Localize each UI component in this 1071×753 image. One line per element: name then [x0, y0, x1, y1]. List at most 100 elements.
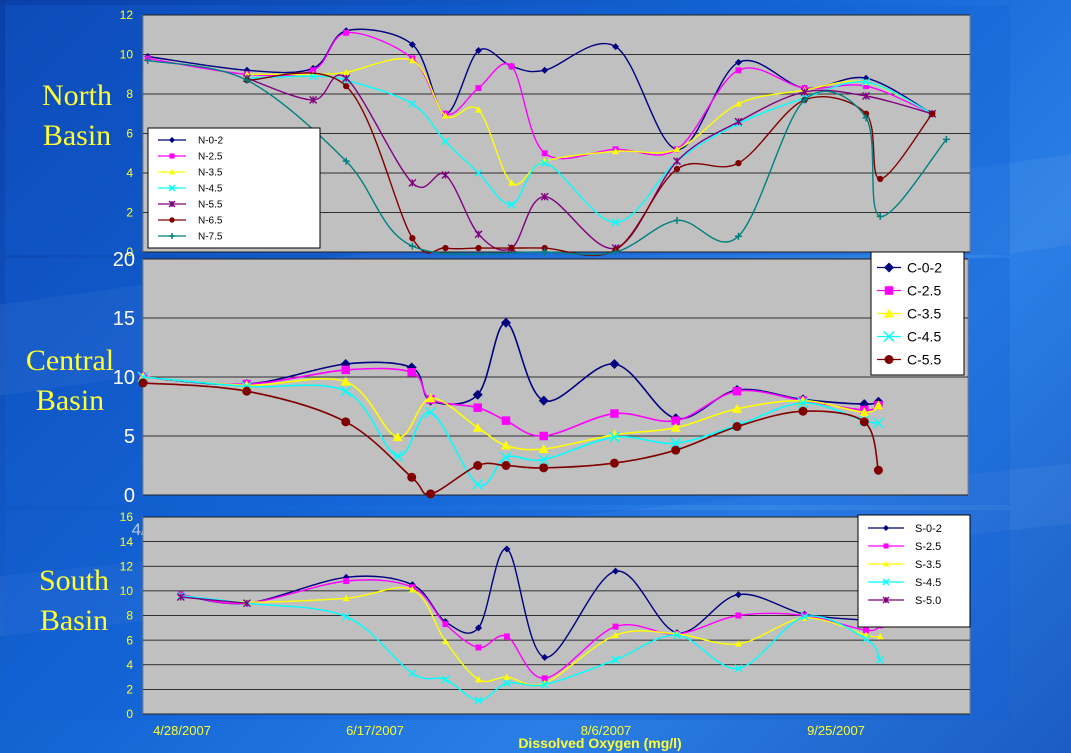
north-data-point — [877, 175, 884, 183]
south-data-point — [611, 655, 620, 664]
north-data-point — [442, 244, 449, 252]
central-data-point — [609, 359, 620, 370]
south-data-point — [503, 633, 510, 640]
south-data-point — [735, 612, 742, 619]
central-data-point — [501, 440, 511, 450]
south-data-point — [242, 599, 251, 608]
north-basin-label: North Basin — [42, 79, 112, 152]
central-data-point — [872, 417, 884, 429]
south-y-tick-label: 12 — [120, 559, 134, 573]
central-legend-marker — [884, 262, 894, 273]
north-data-point — [342, 74, 351, 83]
central-basin-label: Central Basin — [26, 344, 114, 417]
central-data-point — [341, 365, 350, 375]
south-data-point — [342, 594, 350, 602]
north-data-point — [734, 117, 743, 126]
north-legend-marker — [168, 200, 176, 208]
north-series-line — [147, 59, 947, 256]
central-data-point — [732, 403, 742, 413]
north-data-point — [342, 68, 350, 76]
south-y-tick-label: 6 — [126, 633, 133, 647]
north-data-point — [309, 95, 318, 104]
north-data-point — [612, 43, 620, 51]
south-data-point — [176, 593, 185, 602]
central-y-tick-label: 10 — [113, 367, 135, 389]
north-legend-label: N-0-2 — [198, 136, 223, 147]
central-data-point — [732, 386, 742, 396]
central-data-point — [671, 416, 680, 425]
south-x-tick-label: 9/25/2007 — [807, 723, 865, 738]
central-data-point — [859, 407, 870, 417]
north-data-point — [508, 63, 515, 70]
south-data-point — [541, 653, 549, 661]
north-data-point — [475, 85, 482, 92]
north-series-N-5.5 — [242, 74, 937, 253]
south-y-tick-label: 2 — [126, 683, 133, 697]
south-legend-label: S-2.5 — [915, 541, 941, 553]
north-data-point — [800, 88, 809, 97]
south-legend-label: S-5.0 — [915, 595, 941, 607]
south-data-point — [612, 623, 619, 630]
north-data-point — [611, 218, 620, 227]
north-legend-marker — [169, 217, 175, 223]
central-data-point — [609, 458, 619, 468]
north-legend-marker — [169, 169, 175, 175]
north-data-point — [541, 66, 549, 74]
north-legend-marker — [168, 184, 176, 192]
north-data-point — [144, 56, 152, 64]
south-legend-label: S-3.5 — [915, 559, 941, 571]
central-legend-marker — [884, 308, 894, 318]
north-y-tick-label: 8 — [126, 87, 133, 101]
central-basin-chart: 051015204/28/076/17/078/6/079/25/07Centr… — [5, 249, 1010, 539]
south-data-point — [503, 545, 511, 553]
north-data-point — [310, 67, 317, 74]
north-data-point — [343, 82, 350, 90]
south-data-point — [541, 675, 548, 682]
north-data-point — [673, 216, 681, 224]
south-data-point — [502, 679, 511, 688]
south-data-point — [408, 586, 416, 593]
north-data-point — [474, 168, 483, 178]
north-data-point — [673, 145, 681, 153]
central-data-point — [425, 393, 436, 403]
south-data-point — [734, 640, 742, 647]
north-legend-label: N-6.5 — [198, 216, 223, 227]
south-legend-marker — [882, 578, 890, 586]
south-data-point — [474, 696, 483, 705]
central-series-line — [142, 367, 879, 437]
north-legend-label: N-4.5 — [198, 184, 223, 195]
south-y-tick-label: 16 — [120, 510, 134, 524]
south-legend-marker — [883, 561, 889, 567]
north-data-point — [342, 157, 350, 165]
central-data-point — [138, 378, 148, 388]
north-data-point — [862, 114, 870, 122]
south-y-tick-label: 4 — [126, 658, 133, 672]
central-series-C-3.5 — [138, 372, 884, 453]
central-legend-label: C-0-2 — [907, 259, 942, 275]
south-data-point — [800, 612, 809, 621]
central-legend-marker — [883, 330, 895, 343]
south-legend-marker — [883, 543, 889, 549]
central-data-point — [473, 461, 483, 470]
central-data-point — [539, 431, 548, 441]
north-data-point — [863, 83, 870, 90]
south-y-tick-label: 0 — [126, 707, 133, 721]
south-legend-label: S-4.5 — [915, 577, 941, 589]
central-data-point — [426, 489, 436, 499]
central-data-point — [538, 454, 550, 466]
central-data-point — [407, 472, 417, 482]
north-legend-marker — [169, 137, 175, 143]
south-data-point — [441, 675, 450, 684]
north-data-point — [409, 235, 416, 242]
north-data-point — [408, 56, 416, 64]
south-data-point — [876, 655, 885, 664]
south-data-point — [475, 644, 482, 651]
south-data-point — [734, 591, 742, 599]
north-data-point — [929, 110, 936, 117]
north-series-line — [246, 74, 933, 251]
north-data-point — [735, 159, 742, 167]
north-y-tick-label: 2 — [126, 206, 133, 220]
south-data-point — [540, 680, 549, 689]
north-legend-label: N-5.5 — [198, 200, 223, 211]
